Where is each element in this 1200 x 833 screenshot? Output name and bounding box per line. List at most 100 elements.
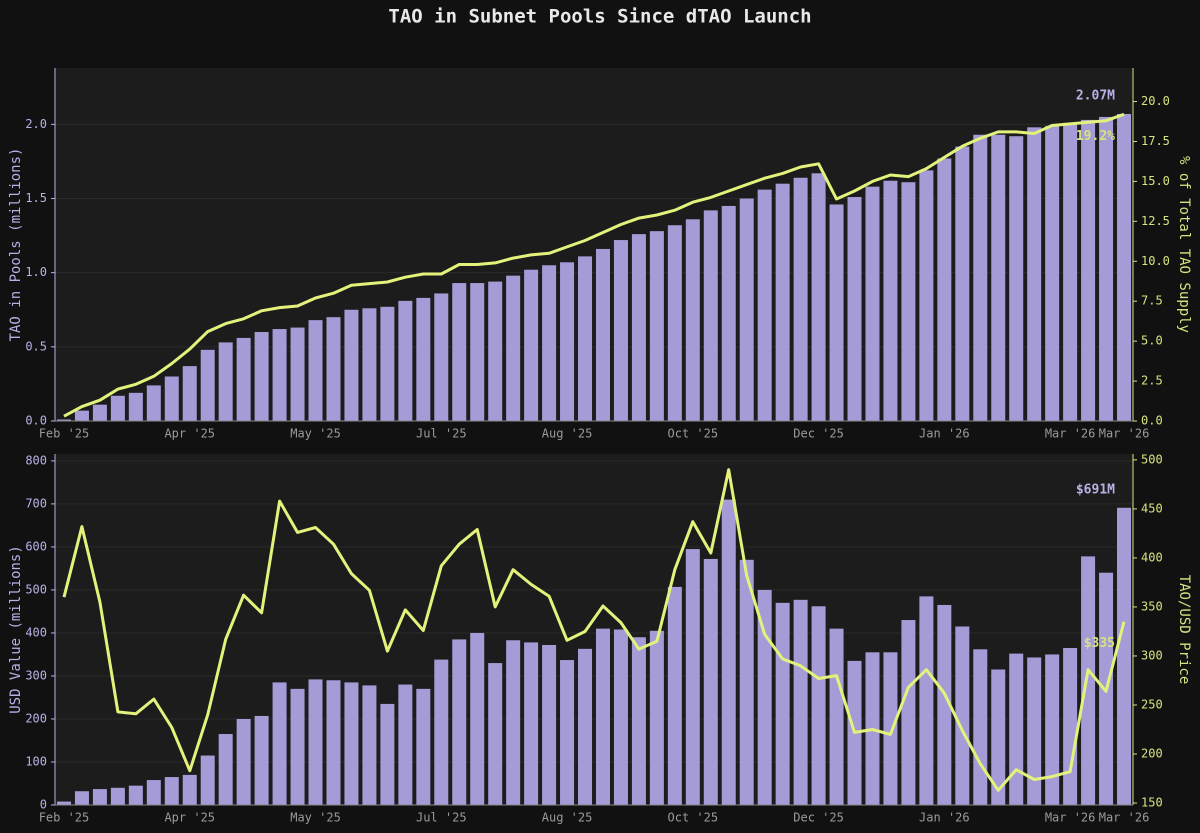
bar [1117, 113, 1132, 421]
bar [578, 648, 593, 805]
x-tick-label: Mar '26 [1045, 427, 1096, 441]
y2-tick-label: 12.5 [1141, 214, 1170, 228]
y2-tick-label: 15.0 [1141, 174, 1170, 188]
bar [919, 596, 934, 805]
bar [955, 626, 970, 805]
x-tick-label: Feb '25 [39, 811, 90, 825]
annotation: $335 [1084, 636, 1115, 651]
bar [667, 586, 682, 805]
bar [649, 231, 664, 421]
y-axis-label: USD Value (millions) [8, 545, 24, 714]
bar [1045, 654, 1060, 805]
y-axis-label: TAO in Pools (millions) [8, 148, 24, 342]
bar [488, 281, 503, 421]
x-tick-label: May '25 [290, 811, 341, 825]
bar [685, 549, 700, 805]
bar [182, 774, 197, 805]
y2-tick-label: 250 [1141, 697, 1163, 711]
bar [92, 789, 107, 805]
x-tick-label: Jan '26 [919, 427, 970, 441]
bar [218, 342, 233, 421]
bar [829, 204, 844, 421]
bar [74, 791, 89, 805]
bar [524, 642, 539, 805]
bar [1009, 136, 1024, 421]
bar [1009, 653, 1024, 805]
y-tick-label: 800 [25, 453, 47, 467]
y2-tick-label: 17.5 [1141, 134, 1170, 148]
annotation: $691M [1076, 482, 1115, 497]
bar [398, 300, 413, 421]
y2-tick-label: 350 [1141, 599, 1163, 613]
bar [344, 682, 359, 805]
y-tick-label: 400 [25, 625, 47, 639]
bar [56, 419, 71, 421]
bar [470, 632, 485, 805]
bar [380, 306, 395, 421]
y-tick-label: 500 [25, 582, 47, 596]
bar [865, 186, 880, 421]
bar [110, 395, 125, 421]
bar [685, 219, 700, 421]
bar [560, 262, 575, 421]
line [63, 112, 1125, 418]
bar [739, 198, 754, 421]
bar [308, 320, 323, 421]
bar [308, 679, 323, 805]
x-tick-label: Oct '25 [668, 427, 719, 441]
bar [200, 349, 215, 421]
bar [182, 366, 197, 421]
bar [326, 680, 341, 805]
bar [434, 293, 449, 421]
x-tick-label: Mar '26 [1099, 427, 1150, 441]
x-tick-label: Jan '26 [919, 811, 970, 825]
bar [164, 376, 179, 421]
y2-tick-label: 500 [1141, 452, 1163, 466]
bar [128, 785, 143, 805]
annotation: 2.07M [1076, 88, 1115, 103]
bar [757, 189, 772, 421]
bar [973, 134, 988, 421]
bar [434, 659, 449, 805]
bar [811, 606, 826, 805]
y-tick-label: 0 [40, 798, 47, 812]
y-tick-label: 100 [25, 754, 47, 768]
bar [362, 308, 377, 421]
x-tick-label: Mar '26 [1045, 811, 1096, 825]
bar [1027, 127, 1042, 421]
plot-area [55, 454, 1133, 805]
bar [775, 183, 790, 421]
bar [452, 639, 467, 805]
x-tick-label: Aug '25 [542, 427, 593, 441]
bar [128, 392, 143, 421]
x-tick-label: Oct '25 [668, 811, 719, 825]
bar [937, 604, 952, 805]
bar [218, 734, 233, 805]
x-tick-label: Jul '25 [416, 811, 467, 825]
bar [74, 410, 89, 421]
y2-tick-label: 10.0 [1141, 254, 1170, 268]
bar [1027, 657, 1042, 805]
y-tick-label: 600 [25, 539, 47, 553]
bar [955, 146, 970, 421]
bar [721, 205, 736, 421]
bar [991, 669, 1006, 805]
bar [793, 177, 808, 421]
bar [1063, 647, 1078, 805]
bar [667, 225, 682, 421]
bar [631, 234, 646, 421]
y2-tick-label: 150 [1141, 796, 1163, 810]
bar [1045, 125, 1060, 421]
y2-axis-label: TAO/USD Price [1176, 575, 1192, 685]
bar [542, 644, 557, 805]
y-tick-label: 700 [25, 496, 47, 510]
y-tick-label: 0.0 [25, 414, 47, 428]
bar [1099, 116, 1114, 422]
bar [146, 385, 161, 421]
bar [452, 283, 467, 421]
bar [883, 652, 898, 805]
bar [236, 337, 251, 421]
bar [524, 269, 539, 421]
